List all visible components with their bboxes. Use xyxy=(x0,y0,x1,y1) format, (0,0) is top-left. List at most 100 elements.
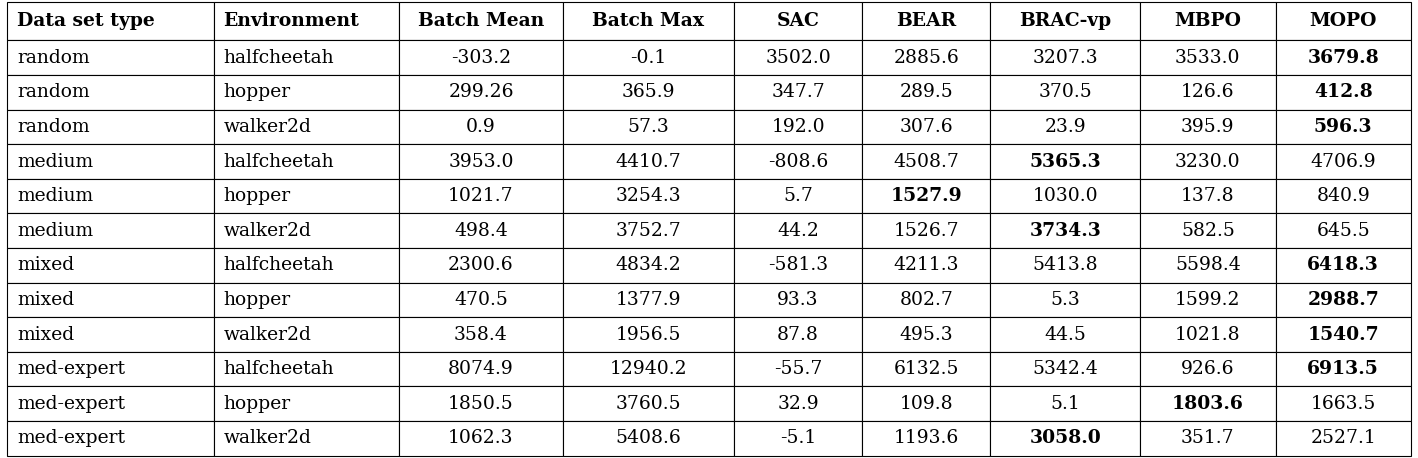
Text: 596.3: 596.3 xyxy=(1314,118,1373,136)
Text: Batch Mean: Batch Mean xyxy=(418,12,545,30)
Bar xyxy=(1276,144,1411,179)
Bar xyxy=(862,144,991,179)
Bar xyxy=(398,144,563,179)
Bar xyxy=(563,179,735,213)
Bar xyxy=(7,421,214,456)
Bar xyxy=(214,75,398,109)
Bar xyxy=(991,421,1140,456)
Text: 3230.0: 3230.0 xyxy=(1176,153,1241,170)
Text: med-expert: med-expert xyxy=(17,395,125,413)
Text: hopper: hopper xyxy=(224,395,291,413)
Text: 3502.0: 3502.0 xyxy=(766,49,831,67)
Bar xyxy=(214,179,398,213)
Text: -581.3: -581.3 xyxy=(769,256,828,274)
Text: 6913.5: 6913.5 xyxy=(1307,360,1380,378)
Text: 109.8: 109.8 xyxy=(899,395,953,413)
Bar xyxy=(862,248,991,283)
Bar xyxy=(398,317,563,352)
Text: 926.6: 926.6 xyxy=(1181,360,1235,378)
Bar xyxy=(735,40,862,75)
Text: 4211.3: 4211.3 xyxy=(893,256,959,274)
Bar xyxy=(862,109,991,144)
Text: 87.8: 87.8 xyxy=(777,326,820,344)
Bar xyxy=(214,144,398,179)
Bar xyxy=(991,283,1140,317)
Text: 347.7: 347.7 xyxy=(771,83,825,101)
Text: 358.4: 358.4 xyxy=(454,326,508,344)
Bar xyxy=(735,248,862,283)
Bar xyxy=(1276,75,1411,109)
Bar xyxy=(991,317,1140,352)
Bar xyxy=(7,352,214,387)
Bar xyxy=(991,2,1140,40)
Bar xyxy=(398,213,563,248)
Bar xyxy=(735,421,862,456)
Bar xyxy=(398,352,563,387)
Bar xyxy=(214,421,398,456)
Text: 1599.2: 1599.2 xyxy=(1176,291,1241,309)
Text: 137.8: 137.8 xyxy=(1181,187,1235,205)
Text: walker2d: walker2d xyxy=(224,222,312,240)
Text: -5.1: -5.1 xyxy=(780,430,817,447)
Text: walker2d: walker2d xyxy=(224,118,312,136)
Text: 1021.7: 1021.7 xyxy=(448,187,513,205)
Bar xyxy=(862,2,991,40)
Text: 2527.1: 2527.1 xyxy=(1310,430,1375,447)
Bar xyxy=(7,283,214,317)
Bar xyxy=(735,179,862,213)
Text: Data set type: Data set type xyxy=(17,12,155,30)
Text: 1062.3: 1062.3 xyxy=(448,430,513,447)
Bar xyxy=(563,2,735,40)
Text: 1850.5: 1850.5 xyxy=(448,395,513,413)
Text: 4834.2: 4834.2 xyxy=(615,256,681,274)
Bar xyxy=(7,144,214,179)
Text: -303.2: -303.2 xyxy=(451,49,510,67)
Text: 582.5: 582.5 xyxy=(1181,222,1235,240)
Bar xyxy=(214,283,398,317)
Bar xyxy=(862,283,991,317)
Text: SAC: SAC xyxy=(777,12,820,30)
Text: 2988.7: 2988.7 xyxy=(1307,291,1380,309)
Text: 1526.7: 1526.7 xyxy=(893,222,959,240)
Bar xyxy=(214,387,398,421)
Bar xyxy=(1276,248,1411,283)
Text: halfcheetah: halfcheetah xyxy=(224,256,335,274)
Text: BRAC-vp: BRAC-vp xyxy=(1020,12,1112,30)
Bar xyxy=(398,179,563,213)
Text: 1527.9: 1527.9 xyxy=(891,187,963,205)
Bar xyxy=(1140,283,1276,317)
Text: 289.5: 289.5 xyxy=(899,83,953,101)
Bar xyxy=(1276,2,1411,40)
Text: 299.26: 299.26 xyxy=(448,83,513,101)
Bar xyxy=(563,317,735,352)
Text: 365.9: 365.9 xyxy=(621,83,675,101)
Text: 5365.3: 5365.3 xyxy=(1029,153,1102,170)
Text: mixed: mixed xyxy=(17,326,74,344)
Bar xyxy=(1140,109,1276,144)
Bar xyxy=(991,248,1140,283)
Bar xyxy=(735,213,862,248)
Bar xyxy=(1140,317,1276,352)
Text: 3254.3: 3254.3 xyxy=(615,187,681,205)
Bar xyxy=(563,387,735,421)
Bar xyxy=(214,40,398,75)
Text: halfcheetah: halfcheetah xyxy=(224,49,335,67)
Text: Environment: Environment xyxy=(224,12,359,30)
Bar xyxy=(214,248,398,283)
Text: MOPO: MOPO xyxy=(1310,12,1377,30)
Text: 5342.4: 5342.4 xyxy=(1032,360,1098,378)
Bar xyxy=(7,75,214,109)
Text: 3207.3: 3207.3 xyxy=(1032,49,1098,67)
Text: hopper: hopper xyxy=(224,291,291,309)
Text: 5.7: 5.7 xyxy=(783,187,813,205)
Text: 307.6: 307.6 xyxy=(899,118,953,136)
Text: mixed: mixed xyxy=(17,256,74,274)
Text: 3058.0: 3058.0 xyxy=(1029,430,1102,447)
Bar xyxy=(1140,387,1276,421)
Text: 1377.9: 1377.9 xyxy=(615,291,681,309)
Bar xyxy=(735,352,862,387)
Text: 6418.3: 6418.3 xyxy=(1307,256,1380,274)
Bar xyxy=(991,75,1140,109)
Text: 6132.5: 6132.5 xyxy=(893,360,959,378)
Bar xyxy=(7,40,214,75)
